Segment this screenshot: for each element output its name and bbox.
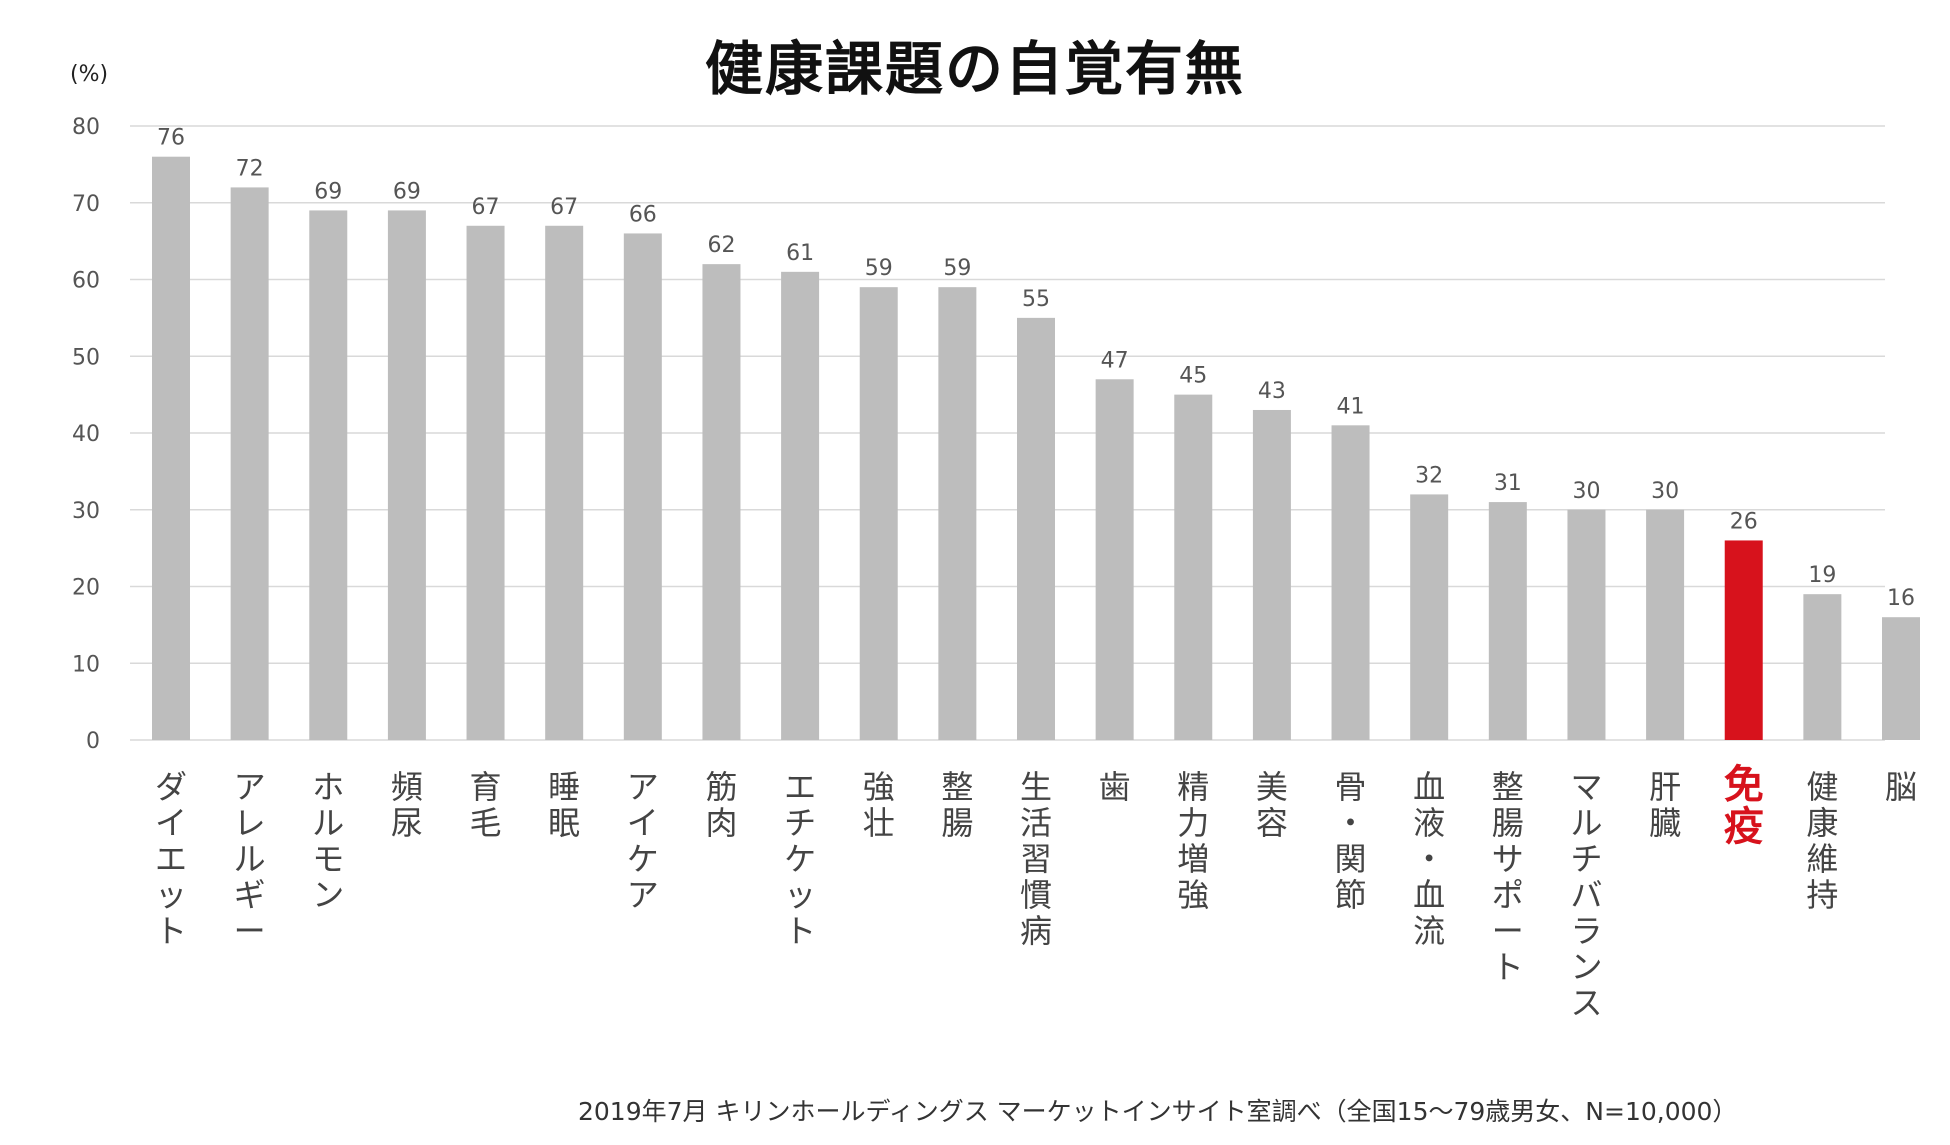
category-label: アイケア xyxy=(627,768,659,914)
y-tick-label: 10 xyxy=(72,652,100,677)
category-label: 歯 xyxy=(1099,768,1131,806)
category-label: エチケット xyxy=(784,768,816,950)
bar xyxy=(1410,494,1449,740)
data-label: 55 xyxy=(1022,287,1050,312)
category-label: 免疫 xyxy=(1724,762,1764,850)
bar xyxy=(938,287,977,740)
bar xyxy=(1724,540,1763,740)
y-tick-label: 50 xyxy=(72,345,100,370)
category-label: 育毛 xyxy=(470,768,502,842)
y-tick-label: 0 xyxy=(86,729,100,754)
category-label: 骨・関節 xyxy=(1335,768,1367,914)
bar xyxy=(1174,394,1213,740)
category-label: 精力増強 xyxy=(1177,768,1209,914)
category-label: マルチバランス xyxy=(1570,768,1602,1022)
category-label: 整腸 xyxy=(941,768,973,842)
data-label: 69 xyxy=(314,179,342,204)
bar xyxy=(387,210,426,741)
bar xyxy=(1803,594,1842,740)
y-tick-label: 40 xyxy=(72,422,100,447)
bar xyxy=(466,225,505,740)
data-label: 30 xyxy=(1651,479,1679,504)
y-axis-unit-label: (%) xyxy=(70,62,109,87)
bar xyxy=(1646,509,1685,740)
bar xyxy=(859,287,898,740)
data-label: 67 xyxy=(550,195,578,220)
data-label: 67 xyxy=(472,195,500,220)
bar xyxy=(1882,617,1920,740)
bar xyxy=(1567,509,1606,740)
bar xyxy=(1252,409,1291,740)
data-label: 30 xyxy=(1572,479,1600,504)
category-label: 強壮 xyxy=(863,768,895,842)
source-note: 2019年7月 キリンホールディングス マーケットインサイト室調べ（全国15～7… xyxy=(578,1097,1738,1126)
data-label: 19 xyxy=(1808,563,1836,588)
data-label: 61 xyxy=(786,241,814,266)
chart-title: 健康課題の自覚有無 xyxy=(704,35,1245,103)
bar xyxy=(230,187,269,740)
data-label: 59 xyxy=(865,256,893,281)
data-label: 43 xyxy=(1258,379,1286,404)
category-label: 筋肉 xyxy=(705,768,737,842)
y-tick-label: 20 xyxy=(72,576,100,601)
data-label: 72 xyxy=(236,156,264,181)
category-label: 整腸サポート xyxy=(1492,768,1524,986)
category-label: 脳 xyxy=(1885,768,1917,806)
bar xyxy=(781,271,820,740)
bar xyxy=(623,233,662,740)
bar xyxy=(1095,379,1134,740)
data-label: 16 xyxy=(1887,586,1915,611)
bar xyxy=(1017,317,1055,740)
y-axis-ticks: 0 10 20 30 40 50 60 70 80 xyxy=(72,115,100,754)
bar xyxy=(1331,425,1370,740)
bar xyxy=(309,210,348,741)
data-label: 62 xyxy=(707,233,735,258)
category-label: アレルギー xyxy=(234,768,266,950)
category-label: 生活習慣病 xyxy=(1020,768,1052,950)
category-label: 睡眠 xyxy=(548,768,580,842)
bars xyxy=(152,156,1920,741)
bar xyxy=(545,225,584,740)
category-label: 血液・血流 xyxy=(1413,768,1445,950)
y-tick-label: 80 xyxy=(72,115,100,140)
bar xyxy=(152,156,190,740)
data-label: 45 xyxy=(1179,364,1207,389)
y-tick-label: 30 xyxy=(72,499,100,524)
category-label: 健康維持 xyxy=(1806,768,1838,914)
data-label: 26 xyxy=(1730,509,1758,534)
category-label: 頻尿 xyxy=(391,768,423,842)
data-label: 76 xyxy=(157,126,185,151)
y-tick-label: 60 xyxy=(72,269,100,294)
category-label: 肝臓 xyxy=(1649,768,1681,842)
data-label: 31 xyxy=(1494,471,1522,496)
data-label: 32 xyxy=(1415,463,1443,488)
y-tick-label: 70 xyxy=(72,192,100,217)
data-label: 59 xyxy=(943,256,971,281)
data-label: 69 xyxy=(393,179,421,204)
data-label: 66 xyxy=(629,202,657,227)
data-label: 47 xyxy=(1101,348,1129,373)
category-label: 美容 xyxy=(1256,768,1288,842)
data-label: 41 xyxy=(1337,394,1365,419)
value-labels: 76 72 69 69 67 67 66 62 61 59 59 55 47 45 43 41 32 31 30 30… xyxy=(157,126,1915,612)
bar xyxy=(1488,502,1527,740)
category-label: ダイエット xyxy=(155,768,187,950)
bar xyxy=(702,264,741,740)
category-label: ホルモン xyxy=(312,768,344,914)
